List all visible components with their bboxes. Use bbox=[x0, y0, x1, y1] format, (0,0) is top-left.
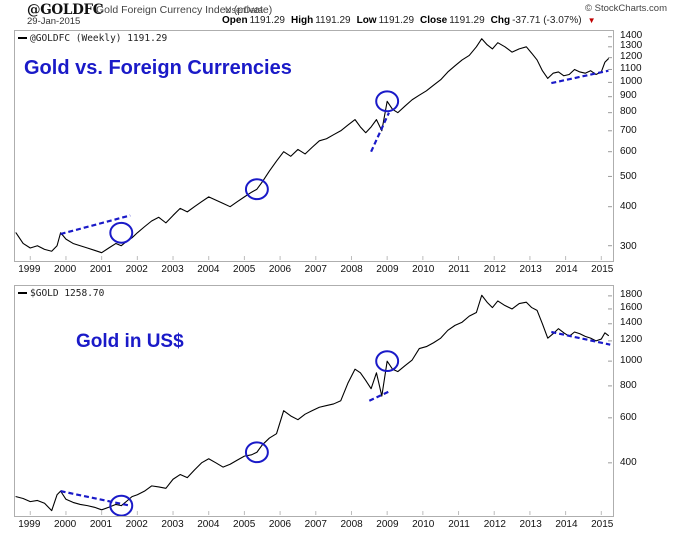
x-axis-tick-label: 2010 bbox=[412, 264, 435, 275]
price-plot-gold-usd bbox=[15, 294, 613, 516]
x-axis-tick-label: 2002 bbox=[125, 264, 148, 275]
x-axis-tick-label: 2012 bbox=[483, 264, 506, 275]
y-axis-tick-label: 1800 bbox=[620, 288, 643, 300]
ohlc-quote-bar: Open 1191.29 High 1191.29 Low 1191.29 Close 119… bbox=[222, 15, 596, 26]
close-label: Close bbox=[420, 15, 448, 26]
y-axis-tick-label: 400 bbox=[620, 201, 637, 213]
x-axis-tick-label: 2009 bbox=[376, 519, 399, 530]
x-axis-tick-label: 2015 bbox=[591, 264, 614, 275]
legend-line-swatch bbox=[18, 36, 27, 39]
y-axis-tick-label: 300 bbox=[620, 240, 637, 252]
y-axis-tick-label: 1300 bbox=[620, 39, 643, 51]
panel1-legend-text: @GOLDFC (Weekly) 1191.29 bbox=[30, 33, 168, 44]
y-axis-tick-label: 600 bbox=[620, 411, 637, 423]
header-symbol: @GOLDFC bbox=[27, 2, 104, 18]
price-plot-goldfc bbox=[15, 36, 613, 261]
x-axis-tick-label: 2003 bbox=[161, 519, 184, 530]
x-axis-tick-label: 2007 bbox=[304, 264, 327, 275]
close-value: 1191.29 bbox=[449, 15, 485, 26]
chart-header: @GOLDFC Gold Foreign Currency Index (pri… bbox=[0, 0, 675, 28]
x-axis-tick-label: 2005 bbox=[233, 264, 256, 275]
x-axis-tick-label: 2004 bbox=[197, 519, 220, 530]
x-axis-tick-label: 2007 bbox=[304, 519, 327, 530]
x-axis-tick-label: 2009 bbox=[376, 264, 399, 275]
chart-panel-gold-usd[interactable] bbox=[14, 285, 614, 517]
open-value: 1191.29 bbox=[249, 15, 285, 26]
panel2-legend: $GOLD 1258.70 bbox=[18, 288, 104, 299]
y-axis-tick-label: 600 bbox=[620, 145, 637, 157]
x-axis-tick-label: 2012 bbox=[483, 519, 506, 530]
x-axis-tick-label: 2014 bbox=[555, 264, 578, 275]
panel1-title: Gold vs. Foreign Currencies bbox=[24, 57, 292, 79]
y-axis-tick-label: 700 bbox=[620, 124, 637, 136]
x-axis-tick-label: 2003 bbox=[161, 264, 184, 275]
x-axis-tick-label: 2006 bbox=[268, 519, 292, 530]
x-axis-tick-label: 2008 bbox=[340, 519, 363, 530]
x-axis-tick-label: 2001 bbox=[89, 264, 113, 275]
x-axis-tick-label: 2014 bbox=[555, 519, 578, 530]
chg-label: Chg bbox=[490, 15, 511, 26]
open-label: Open bbox=[222, 15, 248, 26]
y-axis-tick-label: 1400 bbox=[620, 29, 643, 41]
y-axis-tick-label: 800 bbox=[620, 106, 637, 118]
x-axis-tick-label: 2008 bbox=[340, 264, 363, 275]
low-value: 1191.29 bbox=[378, 15, 414, 26]
low-label: Low bbox=[356, 15, 377, 26]
y-axis-tick-label: 1600 bbox=[620, 302, 643, 314]
y-axis-tick-label: 500 bbox=[620, 170, 637, 182]
legend-line-swatch bbox=[18, 291, 27, 294]
x-axis-tick-label: 2013 bbox=[519, 519, 542, 530]
down-arrow-icon: ▼ bbox=[587, 16, 596, 25]
x-axis-tick-label: 2013 bbox=[519, 264, 542, 275]
stockcharts-credit: © StockCharts.com bbox=[585, 3, 667, 14]
x-axis-tick-label: 2015 bbox=[591, 519, 614, 530]
high-label: High bbox=[290, 15, 314, 26]
x-axis-tick-label: 2004 bbox=[197, 264, 220, 275]
header-user-data: UserData bbox=[225, 5, 264, 15]
x-axis-tick-label: 2001 bbox=[89, 519, 113, 530]
panel2-title: Gold in US$ bbox=[76, 331, 184, 352]
y-axis-tick-label: 400 bbox=[620, 457, 637, 469]
header-description: Gold Foreign Currency Index (private) bbox=[96, 4, 273, 16]
x-axis-tick-label: 1999 bbox=[18, 519, 41, 530]
x-axis-tick-label: 2000 bbox=[54, 264, 77, 275]
chart-panel-goldfc[interactable] bbox=[14, 30, 614, 262]
y-axis-tick-label: 1400 bbox=[620, 317, 643, 329]
panel1-legend: @GOLDFC (Weekly) 1191.29 bbox=[18, 33, 167, 44]
y-axis-tick-label: 1100 bbox=[620, 62, 642, 74]
x-axis-tick-label: 2005 bbox=[233, 519, 256, 530]
y-axis-tick-label: 1200 bbox=[620, 50, 643, 62]
high-value: 1191.29 bbox=[315, 15, 351, 26]
x-axis-tick-label: 2006 bbox=[268, 264, 292, 275]
y-axis-tick-label: 1000 bbox=[620, 354, 643, 366]
x-axis-tick-label: 2011 bbox=[448, 264, 470, 275]
header-date: 29-Jan-2015 bbox=[27, 16, 81, 27]
x-axis-tick-label: 1999 bbox=[18, 264, 41, 275]
x-axis-tick-label: 2000 bbox=[54, 519, 77, 530]
chg-value: -37.71 (-3.07%) bbox=[512, 15, 582, 26]
y-axis-tick-label: 800 bbox=[620, 379, 637, 391]
x-axis-tick-label: 2011 bbox=[448, 519, 470, 530]
y-axis-tick-label: 1200 bbox=[620, 334, 643, 346]
x-axis-tick-label: 2002 bbox=[125, 519, 148, 530]
panel2-legend-text: $GOLD 1258.70 bbox=[30, 288, 105, 299]
y-axis-tick-label: 900 bbox=[620, 90, 637, 102]
y-axis-tick-label: 1000 bbox=[620, 75, 643, 87]
x-axis-tick-label: 2010 bbox=[412, 519, 435, 530]
